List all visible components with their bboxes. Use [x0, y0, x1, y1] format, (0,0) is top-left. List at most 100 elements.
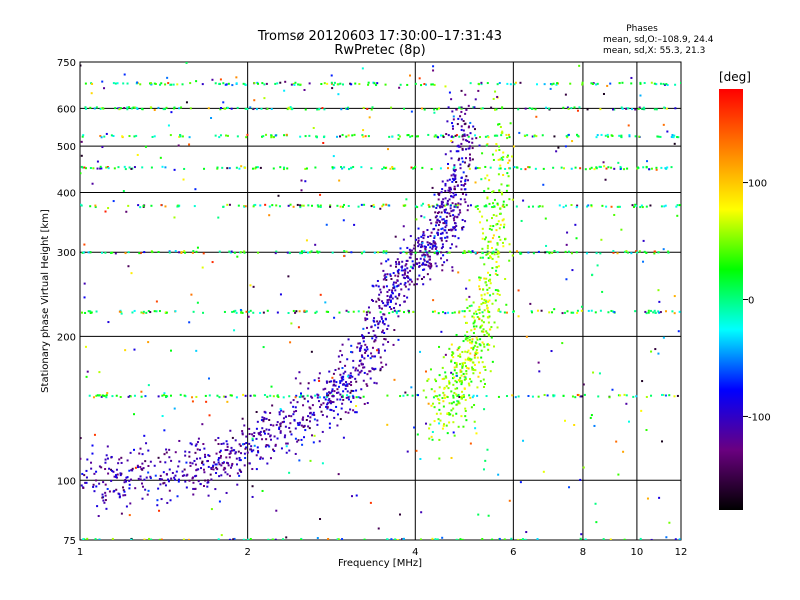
x-trace-point	[490, 217, 493, 220]
band-point	[505, 311, 508, 314]
noise-point	[596, 264, 599, 267]
o-trace-point	[93, 472, 96, 475]
band-point	[607, 166, 610, 169]
o-trace-point	[435, 265, 438, 268]
o-trace-point	[326, 394, 329, 397]
band-point	[106, 166, 109, 169]
o-trace-point	[273, 450, 276, 453]
noise-point	[455, 374, 458, 377]
x-trace-point	[456, 348, 459, 351]
o-trace-point	[115, 474, 118, 477]
band-point	[562, 106, 565, 109]
chart-subtitle: RwPretec (8p)	[334, 43, 425, 58]
x-trace-point	[488, 202, 491, 205]
noise-point	[544, 217, 547, 220]
band-point	[404, 204, 407, 207]
x-trace-point	[494, 289, 497, 292]
band-point	[336, 204, 339, 207]
x-trace-point	[455, 365, 458, 368]
band-point	[407, 133, 410, 136]
band-point	[274, 252, 277, 255]
band-point	[95, 310, 98, 313]
noise-point	[188, 321, 191, 324]
o-trace-point	[238, 443, 241, 446]
band-point	[570, 311, 573, 314]
x-trace-point	[442, 356, 445, 359]
noise-point	[566, 231, 569, 234]
o-trace-point	[296, 422, 299, 425]
x-trace-point	[463, 361, 466, 364]
o-trace-point	[123, 490, 126, 493]
o-trace-point	[451, 141, 454, 144]
x-trace-point	[476, 338, 479, 341]
x-trace-point	[496, 292, 499, 295]
noise-point	[482, 468, 485, 471]
band-point	[645, 395, 648, 398]
x-trace-point	[487, 257, 490, 260]
band-point	[412, 167, 415, 170]
o-trace-point	[220, 442, 223, 445]
o-trace-point	[372, 329, 375, 332]
x-trace-point	[499, 207, 502, 210]
o-trace-point	[382, 285, 385, 288]
band-point	[515, 205, 518, 208]
noise-point	[127, 265, 130, 268]
band-point	[184, 251, 187, 254]
band-point	[671, 134, 674, 137]
band-point	[534, 167, 537, 170]
o-trace-point	[278, 411, 281, 414]
band-point	[294, 396, 297, 399]
band-point	[370, 167, 373, 170]
x-trace-point	[455, 412, 458, 415]
x-trace-point	[473, 363, 476, 366]
band-point	[261, 135, 264, 138]
band-point	[243, 205, 246, 208]
band-point	[656, 135, 659, 138]
o-trace-point	[86, 458, 89, 461]
o-trace-point	[460, 142, 463, 145]
o-trace-point	[421, 245, 424, 248]
o-trace-point	[366, 402, 369, 405]
o-trace-point	[407, 310, 410, 313]
band-point	[90, 311, 93, 314]
x-trace-point	[484, 301, 487, 304]
band-point	[124, 252, 127, 255]
band-point	[131, 311, 134, 314]
x-trace-point	[473, 312, 476, 315]
x-trace-point	[480, 330, 483, 333]
noise-point	[595, 521, 598, 524]
o-trace-point	[464, 188, 467, 191]
noise-point	[594, 502, 597, 505]
x-trace-point	[501, 219, 504, 222]
band-point	[94, 206, 97, 209]
x-trace-point	[470, 346, 473, 349]
band-point	[428, 205, 431, 208]
x-trace-point	[454, 361, 457, 364]
o-trace-point	[365, 346, 368, 349]
o-trace-point	[354, 411, 357, 414]
o-trace-point	[100, 466, 103, 469]
noise-point	[170, 111, 173, 114]
o-trace-point	[428, 255, 431, 258]
o-trace-point	[403, 300, 406, 303]
band-point	[331, 167, 334, 170]
band-point	[230, 250, 233, 253]
o-trace-point	[120, 461, 123, 464]
x-trace-point	[480, 356, 483, 359]
band-point	[675, 205, 678, 208]
noise-point	[244, 394, 247, 397]
o-trace-point	[373, 355, 376, 358]
band-point	[610, 166, 613, 169]
noise-point	[627, 420, 630, 423]
band-point	[545, 106, 548, 109]
band-point	[266, 309, 269, 312]
x-tick-label: 10	[631, 547, 644, 558]
band-point	[308, 82, 311, 85]
noise-point	[622, 450, 625, 453]
o-trace-point	[251, 433, 254, 436]
band-point	[235, 396, 238, 399]
o-trace-point	[426, 253, 429, 256]
o-trace-point	[275, 423, 278, 426]
band-point	[270, 136, 273, 139]
o-trace-point	[215, 463, 218, 466]
